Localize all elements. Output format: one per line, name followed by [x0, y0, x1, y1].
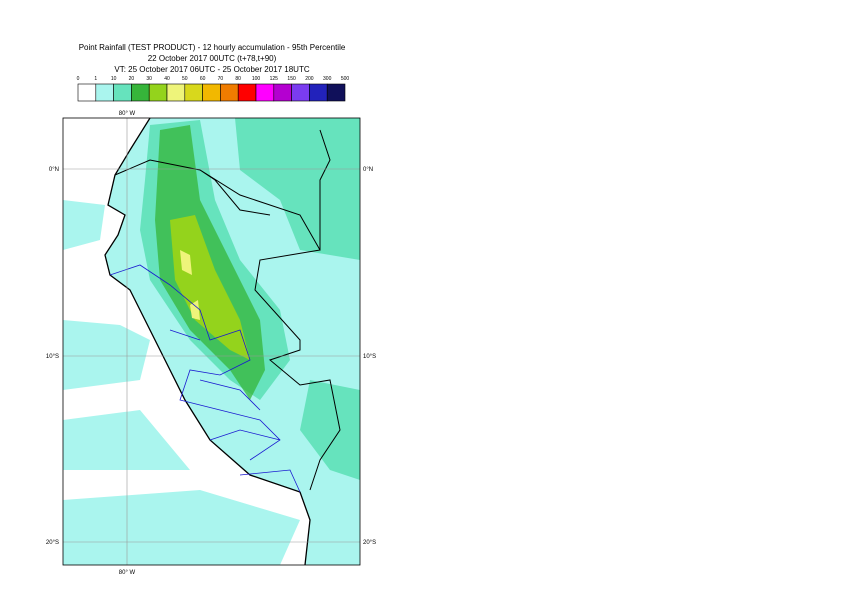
lat-label: 10°S: [46, 354, 59, 360]
colorbar-label: 80: [235, 76, 241, 82]
rain-area: [170, 215, 250, 360]
colorbar-label: 150: [287, 76, 296, 82]
rain-area: [63, 200, 300, 565]
colorbar-swatch: [237, 83, 257, 102]
colorbar-swatch: [220, 83, 239, 102]
lat-label: 0°N: [363, 167, 373, 173]
colorbar-label: 30: [146, 76, 152, 82]
colorbar-label: 500: [341, 76, 350, 82]
title-line: Point Rainfall (TEST PRODUCT) - 12 hourl…: [79, 43, 346, 52]
colorbar-swatch: [291, 83, 310, 102]
colorbar-swatch: [131, 83, 150, 102]
colorbar-swatch: [166, 83, 186, 102]
header: Point Rainfall (TEST PRODUCT) - 12 hourl…: [79, 43, 346, 74]
colorbar-swatch: [326, 83, 346, 102]
colorbar-label: 300: [323, 76, 332, 82]
colorbar-label: 40: [164, 76, 170, 82]
colorbar-label: 1: [94, 76, 97, 82]
colorbar-label: 20: [129, 76, 135, 82]
colorbar-swatch: [95, 83, 114, 102]
rain-area: [235, 118, 360, 480]
colorbar-label: 125: [270, 76, 279, 82]
colorbar-label: 10: [111, 76, 117, 82]
lat-label: 20°S: [363, 540, 376, 546]
rain-area: [180, 250, 200, 320]
colorbar: 0 1 10 20 30 40 50 60 70 80 100 125 150 200 300 500: [77, 76, 350, 102]
region-border: [109, 264, 301, 493]
colorbar-swatch: [113, 83, 132, 102]
colorbar-label: 200: [305, 76, 314, 82]
colorbar-swatch: [202, 83, 221, 102]
lat-label: 10°S: [363, 354, 376, 360]
colorbar-label: 50: [182, 76, 188, 82]
title-line: 22 October 2017 00UTC (t+78,t+90): [148, 54, 277, 63]
lat-label: 20°S: [46, 540, 59, 546]
map-frame: [62, 117, 361, 566]
colorbar-swatch: [255, 83, 275, 102]
colorbar-label: 70: [218, 76, 224, 82]
colorbar-swatch: [273, 83, 292, 102]
colorbar-swatch: [309, 83, 328, 102]
lon-label: 80° W: [119, 570, 136, 576]
title-line: VT: 25 October 2017 06UTC - 25 October 2…: [114, 65, 309, 74]
colorbar-swatch: [77, 83, 97, 102]
map: 80° W 80° W 0°N 10°S 20°S 0°N 10°S 20°S: [46, 111, 376, 576]
colorbar-swatch: [184, 83, 203, 102]
lat-label: 0°N: [49, 167, 59, 173]
lon-label: 80° W: [119, 111, 136, 117]
border: [114, 129, 341, 491]
colorbar-label: 0: [77, 76, 80, 82]
colorbar-label: 60: [200, 76, 206, 82]
colorbar-label: 100: [252, 76, 261, 82]
coastline: [104, 118, 311, 565]
colorbar-swatch: [148, 83, 168, 102]
